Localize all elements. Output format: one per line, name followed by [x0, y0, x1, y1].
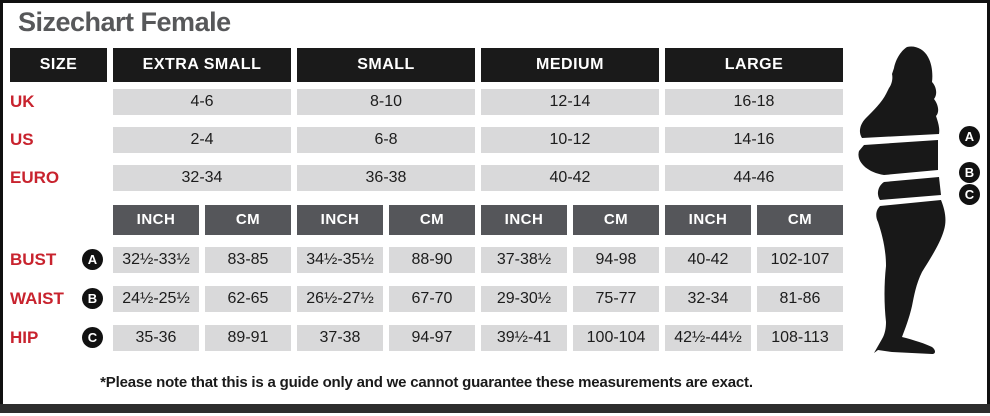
frame-border-top	[0, 0, 990, 3]
table-row-uk: UK 4-6 8-10 12-14 16-18	[10, 89, 843, 115]
bottom-bar	[0, 404, 990, 413]
measurement-cell: 34½-35½	[297, 247, 383, 273]
measurement-cell: 35-36	[113, 325, 199, 351]
measurement-cell: 40-42	[665, 247, 751, 273]
frame-border-left	[0, 0, 3, 408]
table-row-us: US 2-4 6-8 10-12 14-16	[10, 127, 843, 153]
table-row-hip: HIP C 35-36 89-91 37-38 94-97 39½-41 100…	[10, 325, 843, 351]
figure-badge-a: A	[959, 126, 980, 147]
size-cell: 14-16	[665, 127, 843, 153]
size-header-row: SIZE EXTRA SMALL SMALL MEDIUM LARGE	[10, 48, 843, 82]
header-cell-large: LARGE	[665, 48, 843, 82]
row-label-text: HIP	[10, 328, 39, 347]
size-cell: 44-46	[665, 165, 843, 191]
measurement-cell: 89-91	[205, 325, 291, 351]
size-cell: 6-8	[297, 127, 475, 153]
unit-cell-inch: INCH	[481, 205, 567, 235]
unit-cell-inch: INCH	[113, 205, 199, 235]
measurement-cell: 24½-25½	[113, 286, 199, 312]
measurement-cell: 94-98	[573, 247, 659, 273]
measurement-cell: 39½-41	[481, 325, 567, 351]
measurement-cell: 42½-44½	[665, 325, 751, 351]
row-label-euro: EURO	[10, 168, 60, 187]
size-cell: 16-18	[665, 89, 843, 115]
figure-badge-b: B	[959, 162, 980, 183]
unit-cell-cm: CM	[573, 205, 659, 235]
measurement-cell: 32-34	[665, 286, 751, 312]
row-label-us: US	[10, 130, 34, 149]
female-silhouette-icon	[858, 46, 946, 354]
female-silhouette-figure	[852, 44, 990, 359]
unit-header-row: INCH CM INCH CM INCH CM INCH CM	[10, 205, 843, 235]
waist-b-badge: B	[82, 288, 103, 309]
measurement-cell: 108-113	[757, 325, 843, 351]
header-cell-size: SIZE	[10, 48, 107, 82]
measurement-cell: 26½-27½	[297, 286, 383, 312]
size-cell: 32-34	[113, 165, 291, 191]
frame-border-right	[987, 0, 990, 408]
measurement-cell: 75-77	[573, 286, 659, 312]
unit-cell-inch: INCH	[297, 205, 383, 235]
table-row-bust: BUST A 32½-33½ 83-85 34½-35½ 88-90 37-38…	[10, 247, 843, 273]
size-cell: 36-38	[297, 165, 475, 191]
page-title: Sizechart Female	[18, 7, 231, 37]
measurement-cell: 88-90	[389, 247, 475, 273]
measurement-cell: 81-86	[757, 286, 843, 312]
row-label-bust: BUST A	[10, 247, 107, 273]
size-cell: 4-6	[113, 89, 291, 115]
row-label-hip: HIP C	[10, 325, 107, 351]
measurement-cell: 62-65	[205, 286, 291, 312]
header-cell-extra-small: EXTRA SMALL	[113, 48, 291, 82]
measurement-cell: 94-97	[389, 325, 475, 351]
footnote: *Please note that this is a guide only a…	[100, 374, 753, 391]
size-cell: 10-12	[481, 127, 659, 153]
measurement-cell: 29-30½	[481, 286, 567, 312]
unit-cell-inch: INCH	[665, 205, 751, 235]
size-cell: 40-42	[481, 165, 659, 191]
measurement-cell: 37-38	[297, 325, 383, 351]
size-cell: 8-10	[297, 89, 475, 115]
table-row-euro: EURO 32-34 36-38 40-42 44-46	[10, 165, 843, 191]
bust-a-badge: A	[82, 249, 103, 270]
unit-cell-cm: CM	[757, 205, 843, 235]
header-cell-medium: MEDIUM	[481, 48, 659, 82]
measurement-cell: 100-104	[573, 325, 659, 351]
row-label-waist: WAIST B	[10, 286, 107, 312]
row-label-text: WAIST	[10, 289, 64, 308]
measurement-cell: 67-70	[389, 286, 475, 312]
size-cell: 2-4	[113, 127, 291, 153]
hip-c-badge: C	[82, 327, 103, 348]
header-cell-small: SMALL	[297, 48, 475, 82]
unit-cell-cm: CM	[205, 205, 291, 235]
unit-header-spacer	[10, 205, 107, 235]
row-label-text: BUST	[10, 250, 57, 269]
measurement-cell: 83-85	[205, 247, 291, 273]
size-cell: 12-14	[481, 89, 659, 115]
table-row-waist: WAIST B 24½-25½ 62-65 26½-27½ 67-70 29-3…	[10, 286, 843, 312]
figure-badge-c: C	[959, 184, 980, 205]
measurement-cell: 102-107	[757, 247, 843, 273]
measurement-cell: 32½-33½	[113, 247, 199, 273]
measurement-cell: 37-38½	[481, 247, 567, 273]
row-label-uk: UK	[10, 92, 35, 111]
unit-cell-cm: CM	[389, 205, 475, 235]
